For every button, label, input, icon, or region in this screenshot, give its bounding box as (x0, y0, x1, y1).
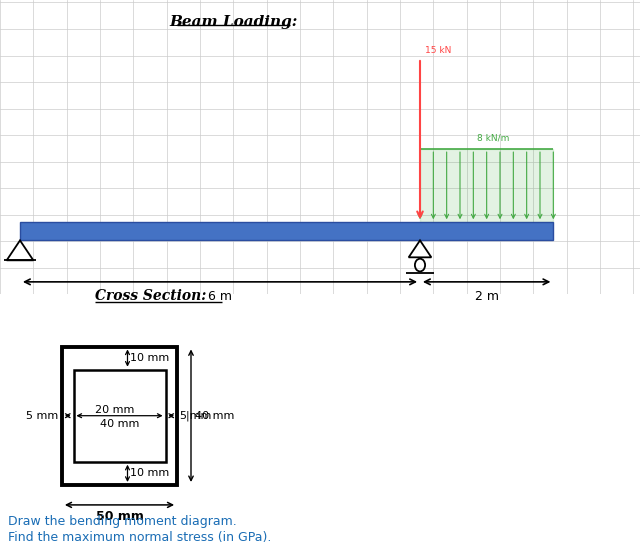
Bar (20, 222, 554, 240)
Bar (62, 347, 177, 485)
Text: Draw the bending moment diagram.: Draw the bending moment diagram. (8, 515, 237, 528)
Text: 2 m: 2 m (475, 290, 499, 303)
Text: 6 m: 6 m (208, 290, 232, 303)
Text: 10 mm: 10 mm (131, 353, 170, 363)
Text: 15 kN: 15 kN (426, 46, 452, 54)
Text: 5 mm: 5 mm (26, 411, 58, 421)
Text: Beam Loading:: Beam Loading: (169, 15, 298, 29)
Text: 8 kN/m: 8 kN/m (477, 134, 509, 143)
Text: 20 mm: 20 mm (95, 405, 134, 415)
Text: Cross Section:: Cross Section: (95, 289, 206, 304)
Text: 10 mm: 10 mm (131, 468, 170, 479)
Text: 5|mm: 5|mm (179, 410, 211, 421)
Text: 40 mm: 40 mm (100, 419, 139, 429)
Text: 50 mm: 50 mm (95, 510, 143, 523)
Text: 40 mm: 40 mm (195, 411, 234, 421)
Text: Find the maximum normal stress (in GPa).: Find the maximum normal stress (in GPa). (8, 531, 271, 544)
Bar (74, 370, 166, 462)
